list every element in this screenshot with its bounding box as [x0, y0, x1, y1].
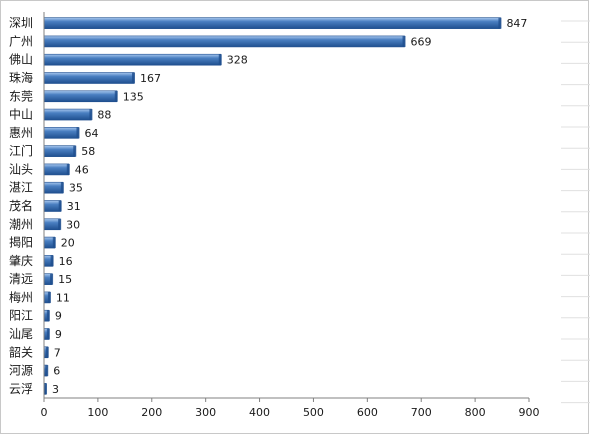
value-label-广州: 669 — [411, 35, 432, 48]
bar-end-惠州 — [76, 127, 80, 139]
value-label-韶关: 7 — [54, 346, 61, 359]
value-label-茂名: 31 — [67, 200, 81, 213]
x-tick-label-500: 500 — [303, 406, 324, 419]
bar-end-深圳 — [498, 17, 502, 29]
bar-广州 — [43, 35, 405, 48]
bar-end-揭阳 — [52, 237, 56, 249]
bar-end-河源 — [45, 365, 49, 377]
x-tick-label-100: 100 — [87, 406, 108, 419]
value-label-云浮: 3 — [52, 383, 59, 396]
value-label-中山: 88 — [97, 109, 111, 122]
bar-end-云浮 — [44, 383, 47, 395]
axes — [43, 12, 530, 402]
bar-end-汕尾 — [46, 328, 50, 340]
bar-江门 — [43, 145, 76, 157]
bar-end-清远 — [50, 273, 54, 285]
bar-惠州 — [43, 127, 79, 139]
category-label-汕头: 汕头 — [9, 162, 33, 176]
value-label-清远: 15 — [58, 273, 72, 286]
bar-end-韶关 — [45, 346, 49, 358]
bar-end-东莞 — [114, 90, 118, 102]
bar-end-茂名 — [58, 200, 62, 212]
category-label-云浮: 云浮 — [9, 382, 33, 396]
value-label-江门: 58 — [81, 145, 95, 158]
x-tick-label-600: 600 — [357, 406, 378, 419]
value-label-潮州: 30 — [66, 218, 80, 231]
category-label-佛山: 佛山 — [9, 53, 33, 67]
value-label-汕尾: 9 — [55, 328, 62, 341]
bar-东莞 — [43, 90, 118, 103]
x-tick-label-200: 200 — [141, 406, 162, 419]
bar-end-阳江 — [46, 310, 50, 322]
bar-潮州 — [43, 218, 61, 231]
x-tick-label-0: 0 — [41, 406, 48, 419]
bar-end-佛山 — [218, 54, 222, 66]
category-label-东莞: 东莞 — [9, 89, 33, 103]
bar-end-湛江 — [60, 182, 64, 194]
bar-end-汕头 — [66, 163, 70, 175]
category-label-韶关: 韶关 — [9, 344, 33, 359]
value-label-珠海: 167 — [140, 72, 161, 85]
value-label-东莞: 135 — [123, 90, 144, 103]
category-label-惠州: 惠州 — [9, 126, 33, 140]
value-label-揭阳: 20 — [61, 237, 75, 250]
bars — [43, 17, 502, 395]
category-label-梅州: 梅州 — [9, 289, 33, 304]
value-label-河源: 6 — [53, 365, 60, 378]
value-label-佛山: 328 — [227, 54, 248, 67]
x-tick-label-300: 300 — [195, 406, 216, 419]
category-label-潮州: 潮州 — [9, 216, 33, 231]
category-label-湛江: 湛江 — [9, 181, 33, 195]
bar-end-广州 — [402, 35, 406, 47]
category-label-清远: 清远 — [9, 272, 33, 286]
bar-汕头 — [43, 163, 70, 176]
bar-茂名 — [43, 200, 62, 212]
x-tick-label-800: 800 — [465, 406, 486, 419]
value-label-湛江: 35 — [69, 182, 83, 195]
category-label-茂名: 茂名 — [9, 198, 33, 213]
bar-深圳 — [43, 17, 501, 29]
bar-end-肇庆 — [50, 255, 54, 267]
x-tick-label-400: 400 — [249, 406, 270, 419]
value-label-惠州: 64 — [84, 127, 98, 140]
bar-end-梅州 — [47, 291, 51, 303]
bar-end-潮州 — [58, 218, 62, 230]
category-label-广州: 广州 — [9, 34, 33, 48]
bar-中山 — [43, 108, 92, 121]
category-label-汕尾: 汕尾 — [9, 327, 33, 341]
gridlines — [561, 20, 590, 404]
value-label-梅州: 11 — [56, 291, 70, 304]
category-label-揭阳: 揭阳 — [9, 235, 33, 250]
value-label-深圳: 847 — [506, 17, 527, 30]
category-label-江门: 江门 — [9, 143, 33, 158]
category-label-河源: 河源 — [9, 364, 33, 378]
value-label-肇庆: 16 — [59, 255, 73, 268]
category-label-珠海: 珠海 — [9, 70, 33, 85]
value-label-阳江: 9 — [55, 310, 62, 323]
x-tick-label-700: 700 — [411, 406, 432, 419]
bar-end-中山 — [89, 109, 93, 121]
bar-湛江 — [43, 181, 64, 194]
category-label-肇庆: 肇庆 — [9, 253, 33, 268]
bar-end-江门 — [73, 145, 77, 157]
bar-佛山 — [43, 53, 222, 66]
value-label-汕头: 46 — [75, 163, 89, 176]
x-tick-label-900: 900 — [519, 406, 540, 419]
bar-end-珠海 — [131, 72, 135, 84]
bar-珠海 — [43, 72, 135, 84]
category-label-中山: 中山 — [9, 107, 33, 122]
category-label-深圳: 深圳 — [9, 16, 33, 30]
category-label-阳江: 阳江 — [9, 309, 33, 323]
